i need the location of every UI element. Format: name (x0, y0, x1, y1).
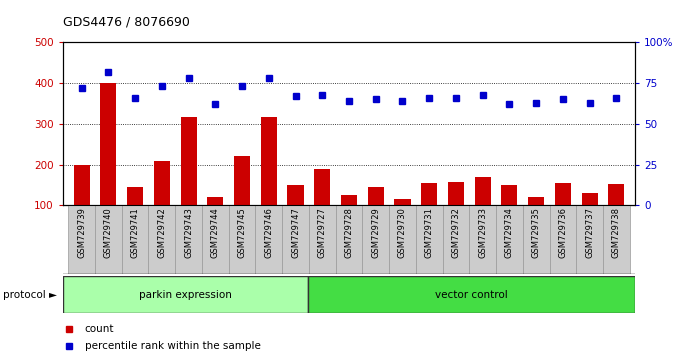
Bar (421, 183, 437, 246)
Bar (288, 185, 304, 246)
Bar (95, 205, 121, 274)
Bar (282, 205, 309, 274)
Text: percentile rank within the sample: percentile rank within the sample (84, 341, 260, 351)
Bar (501, 185, 517, 246)
Bar (207, 197, 223, 246)
Bar (73, 165, 89, 246)
Bar (389, 205, 416, 274)
Text: GSM729736: GSM729736 (558, 207, 567, 258)
Text: GSM729729: GSM729729 (371, 207, 380, 258)
Text: GSM729747: GSM729747 (291, 207, 300, 258)
Bar (341, 195, 357, 246)
Bar (121, 205, 149, 274)
Bar (496, 205, 523, 274)
Bar (443, 205, 469, 274)
Text: GSM729743: GSM729743 (184, 207, 193, 258)
Text: GSM729742: GSM729742 (157, 207, 166, 258)
Text: GSM729739: GSM729739 (77, 207, 86, 258)
Bar (523, 205, 549, 274)
Bar (448, 182, 464, 246)
Text: protocol ►: protocol ► (3, 290, 57, 300)
Text: GSM729746: GSM729746 (265, 207, 273, 258)
Bar (416, 205, 443, 274)
Text: GSM729728: GSM729728 (345, 207, 353, 258)
Bar (368, 187, 384, 246)
Text: GSM729732: GSM729732 (452, 207, 461, 258)
Bar (609, 184, 625, 246)
Text: GSM729738: GSM729738 (612, 207, 621, 258)
Text: GSM729740: GSM729740 (104, 207, 113, 258)
Bar (549, 205, 577, 274)
Text: count: count (84, 324, 114, 334)
Bar (175, 205, 202, 274)
Bar (603, 205, 630, 274)
Bar (261, 116, 277, 246)
Text: GSM729741: GSM729741 (131, 207, 140, 258)
Text: GSM729730: GSM729730 (398, 207, 407, 258)
Bar (181, 116, 197, 246)
Text: GSM729733: GSM729733 (478, 207, 487, 258)
Text: GSM729744: GSM729744 (211, 207, 220, 258)
Bar (362, 205, 389, 274)
Bar (577, 205, 603, 274)
Bar (149, 205, 175, 274)
Text: GSM729737: GSM729737 (585, 207, 594, 258)
Bar (336, 205, 362, 274)
Bar (581, 193, 597, 246)
Bar (394, 199, 410, 246)
Text: GSM729731: GSM729731 (425, 207, 433, 258)
Text: GSM729734: GSM729734 (505, 207, 514, 258)
Bar (229, 205, 255, 274)
Bar (154, 161, 170, 246)
Bar (255, 205, 282, 274)
Bar (475, 177, 491, 246)
Bar (314, 169, 330, 246)
Bar (68, 205, 95, 274)
Bar (101, 83, 117, 246)
Bar (309, 205, 336, 274)
Text: GSM729727: GSM729727 (318, 207, 327, 258)
Bar (127, 187, 143, 246)
Bar (469, 205, 496, 274)
Bar (308, 276, 635, 313)
Bar (234, 156, 250, 246)
Text: vector control: vector control (436, 290, 508, 300)
Bar (202, 205, 229, 274)
Text: parkin expression: parkin expression (139, 290, 232, 300)
Text: GSM729745: GSM729745 (237, 207, 246, 258)
Bar (555, 183, 571, 246)
Bar (63, 276, 308, 313)
Text: GSM729735: GSM729735 (532, 207, 541, 258)
Text: GDS4476 / 8076690: GDS4476 / 8076690 (63, 16, 190, 29)
Bar (528, 197, 544, 246)
